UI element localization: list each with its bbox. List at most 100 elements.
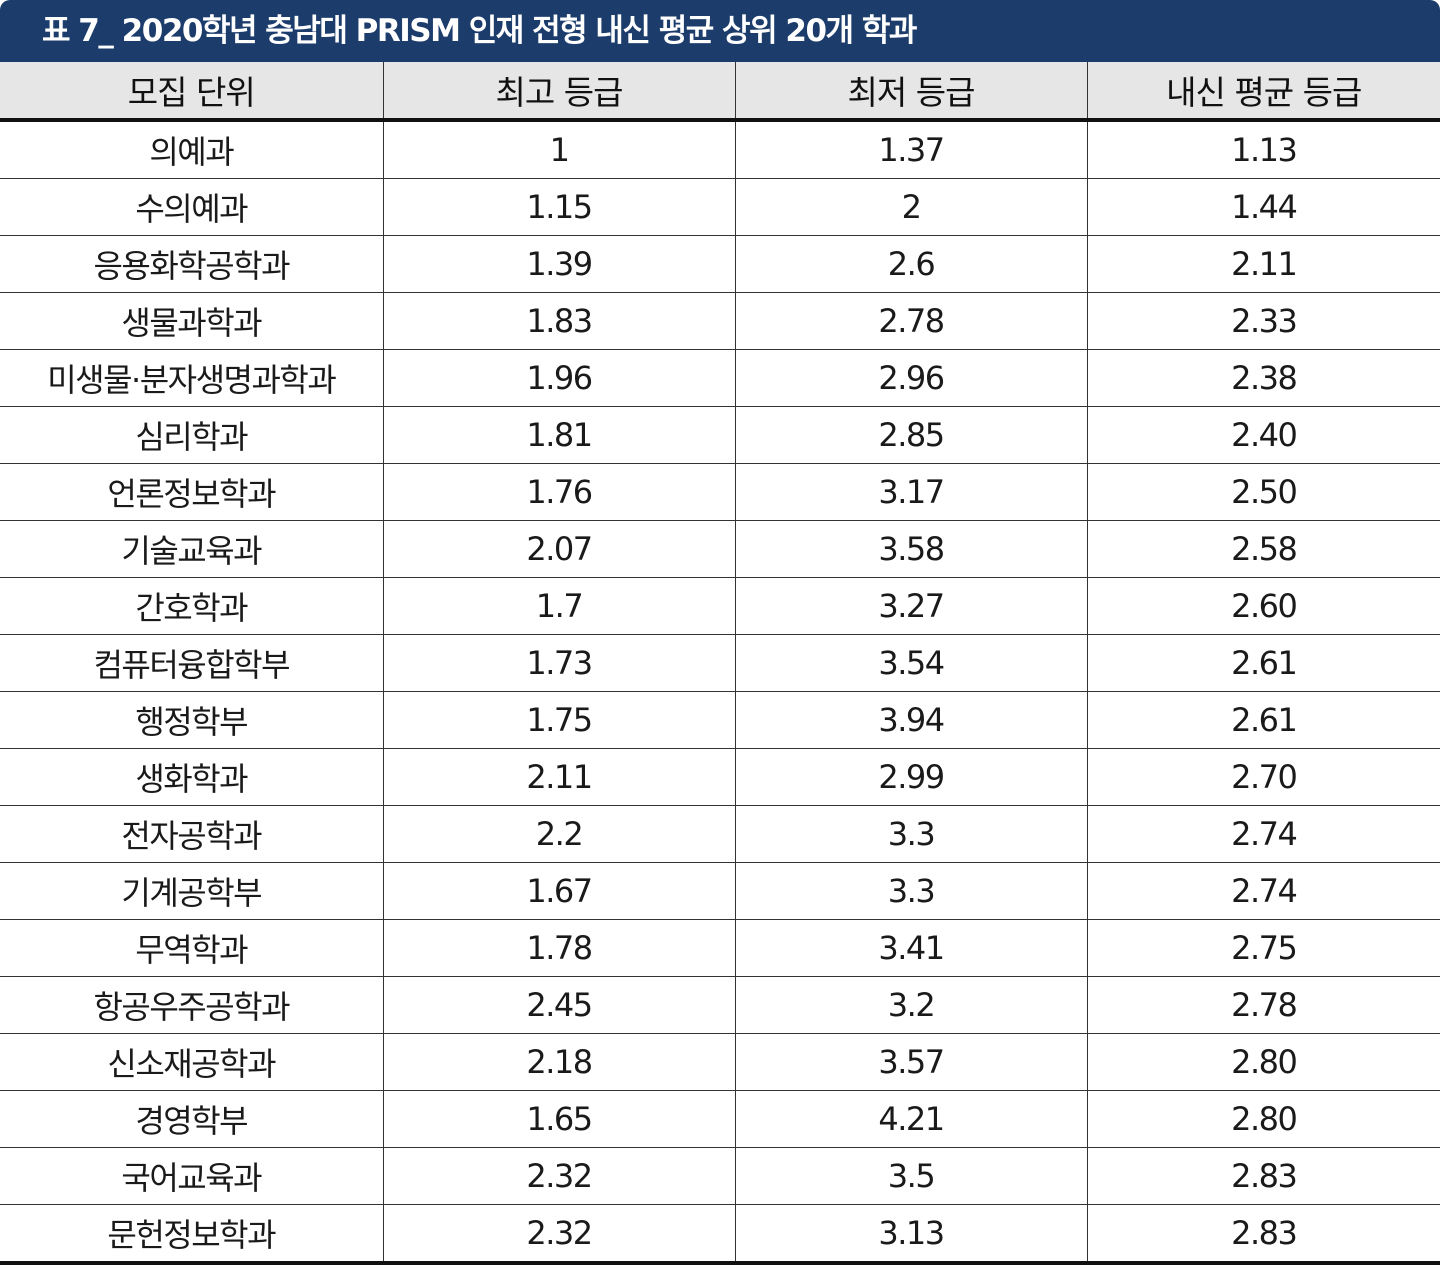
cell-lowest: 3.41 [734, 919, 1087, 977]
cell-unit: 심리학과 [0, 406, 383, 464]
table-header: 모집 단위 최고 등급 최저 등급 내신 평균 등급 [0, 62, 1440, 122]
cell-average: 2.33 [1086, 292, 1440, 350]
cell-average: 2.80 [1086, 1090, 1440, 1148]
cell-average: 2.74 [1086, 805, 1440, 863]
header-lowest-grade: 최저 등급 [734, 62, 1087, 122]
cell-average: 2.80 [1086, 1033, 1440, 1091]
grades-table: 모집 단위 최고 등급 최저 등급 내신 평균 등급 의예과 1 1.37 1.13 … [0, 62, 1440, 1265]
cell-highest: 1.76 [382, 463, 735, 521]
cell-highest: 2.32 [382, 1147, 735, 1205]
cell-lowest: 3.57 [734, 1033, 1087, 1091]
table-row: 항공우주공학과 2.45 3.2 2.78 [0, 976, 1440, 1034]
cell-unit: 생물과학과 [0, 292, 383, 350]
cell-unit: 전자공학과 [0, 805, 383, 863]
cell-average: 2.11 [1086, 235, 1440, 293]
table-row: 문헌정보학과 2.32 3.13 2.83 [0, 1204, 1440, 1265]
cell-unit: 의예과 [0, 119, 383, 179]
cell-unit: 생화학과 [0, 748, 383, 806]
cell-highest: 2.07 [382, 520, 735, 578]
cell-highest: 1.75 [382, 691, 735, 749]
cell-unit: 수의예과 [0, 178, 383, 236]
cell-unit: 언론정보학과 [0, 463, 383, 521]
cell-lowest: 3.54 [734, 634, 1087, 692]
cell-average: 2.70 [1086, 748, 1440, 806]
cell-unit: 무역학과 [0, 919, 383, 977]
cell-highest: 1.83 [382, 292, 735, 350]
table-row: 기계공학부 1.67 3.3 2.74 [0, 862, 1440, 920]
cell-lowest: 2.85 [734, 406, 1087, 464]
cell-unit: 컴퓨터융합학부 [0, 634, 383, 692]
table-row: 미생물·분자생명과학과 1.96 2.96 2.38 [0, 349, 1440, 407]
cell-highest: 2.45 [382, 976, 735, 1034]
cell-lowest: 4.21 [734, 1090, 1087, 1148]
cell-lowest: 2.99 [734, 748, 1087, 806]
cell-lowest: 2.78 [734, 292, 1087, 350]
cell-average: 2.83 [1086, 1147, 1440, 1205]
cell-average: 2.78 [1086, 976, 1440, 1034]
table-row: 무역학과 1.78 3.41 2.75 [0, 919, 1440, 977]
header-unit: 모집 단위 [0, 62, 383, 122]
cell-highest: 2.32 [382, 1204, 735, 1265]
table-title-bar: 표 7_ 2020학년 충남대 PRISM 인재 전형 내신 평균 상위 20개… [0, 0, 1440, 62]
cell-lowest: 3.3 [734, 862, 1087, 920]
cell-unit: 미생물·분자생명과학과 [0, 349, 383, 407]
cell-highest: 2.2 [382, 805, 735, 863]
table-title: 표 7_ 2020학년 충남대 PRISM 인재 전형 내신 평균 상위 20개… [42, 13, 917, 49]
cell-unit: 항공우주공학과 [0, 976, 383, 1034]
cell-highest: 1.78 [382, 919, 735, 977]
table-row: 전자공학과 2.2 3.3 2.74 [0, 805, 1440, 863]
cell-unit: 행정학부 [0, 691, 383, 749]
cell-average: 2.60 [1086, 577, 1440, 635]
table-row: 기술교육과 2.07 3.58 2.58 [0, 520, 1440, 578]
table-row: 신소재공학과 2.18 3.57 2.80 [0, 1033, 1440, 1091]
cell-average: 1.13 [1086, 119, 1440, 179]
cell-highest: 1.73 [382, 634, 735, 692]
cell-unit: 응용화학공학과 [0, 235, 383, 293]
table-row: 경영학부 1.65 4.21 2.80 [0, 1090, 1440, 1148]
cell-highest: 1.65 [382, 1090, 735, 1148]
table-row: 응용화학공학과 1.39 2.6 2.11 [0, 235, 1440, 293]
cell-highest: 1.15 [382, 178, 735, 236]
table-row: 생화학과 2.11 2.99 2.70 [0, 748, 1440, 806]
table-body: 의예과 1 1.37 1.13 수의예과 1.15 2 1.44 응용화학공학과 1.39 2.… [0, 119, 1440, 1265]
cell-average: 2.38 [1086, 349, 1440, 407]
table-row: 언론정보학과 1.76 3.17 2.50 [0, 463, 1440, 521]
cell-highest: 1.7 [382, 577, 735, 635]
cell-lowest: 3.17 [734, 463, 1087, 521]
cell-lowest: 3.94 [734, 691, 1087, 749]
table-row: 국어교육과 2.32 3.5 2.83 [0, 1147, 1440, 1205]
cell-average: 2.58 [1086, 520, 1440, 578]
cell-lowest: 3.27 [734, 577, 1087, 635]
cell-lowest: 1.37 [734, 119, 1087, 179]
cell-unit: 경영학부 [0, 1090, 383, 1148]
cell-unit: 국어교육과 [0, 1147, 383, 1205]
header-average-grade: 내신 평균 등급 [1086, 62, 1440, 122]
cell-average: 2.61 [1086, 691, 1440, 749]
cell-unit: 신소재공학과 [0, 1033, 383, 1091]
cell-highest: 1.81 [382, 406, 735, 464]
cell-highest: 2.11 [382, 748, 735, 806]
table-row: 의예과 1 1.37 1.13 [0, 119, 1440, 179]
cell-unit: 기계공학부 [0, 862, 383, 920]
cell-average: 2.50 [1086, 463, 1440, 521]
cell-unit: 기술교육과 [0, 520, 383, 578]
cell-lowest: 2.6 [734, 235, 1087, 293]
cell-highest: 1.96 [382, 349, 735, 407]
table-row: 수의예과 1.15 2 1.44 [0, 178, 1440, 236]
header-row: 모집 단위 최고 등급 최저 등급 내신 평균 등급 [0, 62, 1440, 122]
cell-highest: 2.18 [382, 1033, 735, 1091]
table-row: 행정학부 1.75 3.94 2.61 [0, 691, 1440, 749]
table-row: 간호학과 1.7 3.27 2.60 [0, 577, 1440, 635]
cell-unit: 간호학과 [0, 577, 383, 635]
cell-average: 2.75 [1086, 919, 1440, 977]
cell-average: 2.83 [1086, 1204, 1440, 1265]
table-row: 생물과학과 1.83 2.78 2.33 [0, 292, 1440, 350]
table-row: 심리학과 1.81 2.85 2.40 [0, 406, 1440, 464]
cell-average: 2.40 [1086, 406, 1440, 464]
cell-lowest: 2 [734, 178, 1087, 236]
cell-lowest: 3.58 [734, 520, 1087, 578]
cell-average: 2.74 [1086, 862, 1440, 920]
cell-average: 1.44 [1086, 178, 1440, 236]
cell-lowest: 3.2 [734, 976, 1087, 1034]
cell-highest: 1.39 [382, 235, 735, 293]
